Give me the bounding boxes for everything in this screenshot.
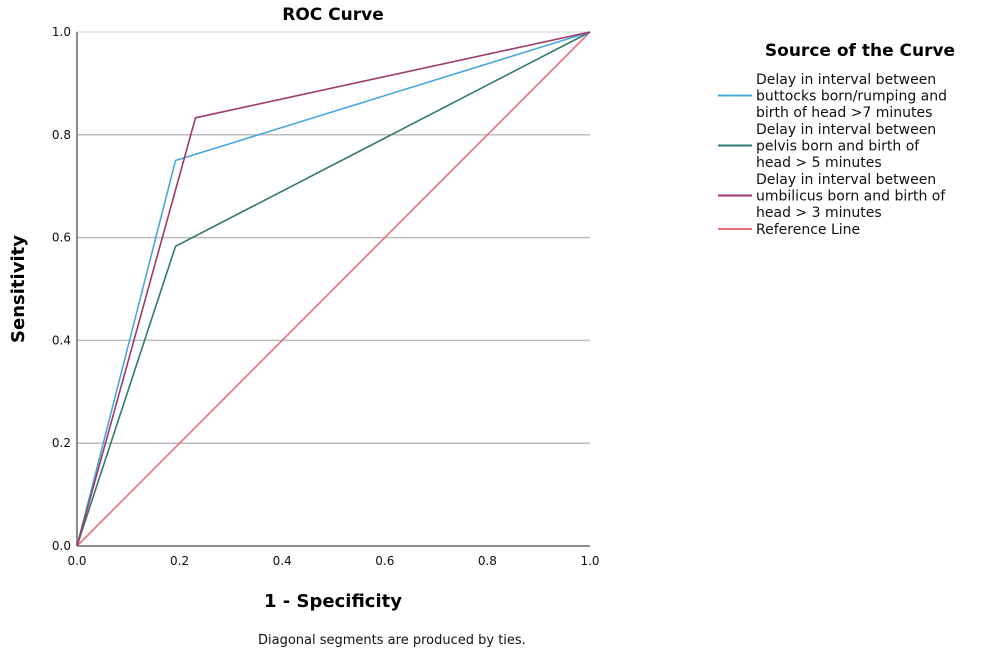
legend-label: Delay in interval between	[756, 172, 936, 188]
x-tick-label: 1.0	[580, 554, 599, 568]
x-axis-label: 1 - Specificity	[264, 591, 402, 612]
legend-label: Delay in interval between	[756, 72, 936, 88]
footnote: Diagonal segments are produced by ties.	[258, 633, 526, 648]
y-tick-label: 0.2	[52, 436, 71, 450]
legend-label: Delay in interval between	[756, 122, 936, 138]
x-tick-label: 0.8	[478, 554, 497, 568]
legend-label: pelvis born and birth of	[756, 139, 920, 155]
legend-label: buttocks born/rumping and	[756, 89, 947, 105]
x-tick-labels: 0.0 0.2 0.4 0.6 0.8 1.0	[67, 554, 599, 568]
x-tick-label: 0.4	[273, 554, 292, 568]
y-tick-label: 1.0	[52, 25, 71, 39]
y-tick-label: 0.8	[52, 128, 71, 142]
y-tick-label: 0.6	[52, 231, 71, 245]
reference-line	[76, 31, 591, 547]
legend-label: head > 3 minutes	[756, 205, 882, 221]
chart-title: ROC Curve	[282, 5, 384, 25]
y-tick-label: 0.4	[52, 333, 71, 347]
legend-title: Source of the Curve	[765, 41, 955, 61]
legend-label: umbilicus born and birth of	[756, 189, 946, 205]
gridlines	[77, 31, 590, 444]
x-tick-label: 0.6	[375, 554, 394, 568]
series-lines	[76, 31, 591, 547]
y-tick-labels: 0.0 0.2 0.4 0.6 0.8 1.0	[52, 25, 71, 553]
axes	[76, 32, 590, 547]
x-tick-label: 0.2	[170, 554, 189, 568]
y-tick-label: 0.0	[52, 539, 71, 553]
y-axis-label: Sensitivity	[8, 235, 29, 343]
roc-series-2	[76, 31, 591, 547]
legend-label: head > 5 minutes	[756, 155, 882, 171]
roc-series-0	[76, 31, 591, 547]
legend-label: birth of head >7 minutes	[756, 105, 932, 121]
legend-label: Reference Line	[756, 222, 860, 238]
x-tick-label: 0.0	[67, 554, 86, 568]
roc-series-1	[76, 31, 591, 547]
